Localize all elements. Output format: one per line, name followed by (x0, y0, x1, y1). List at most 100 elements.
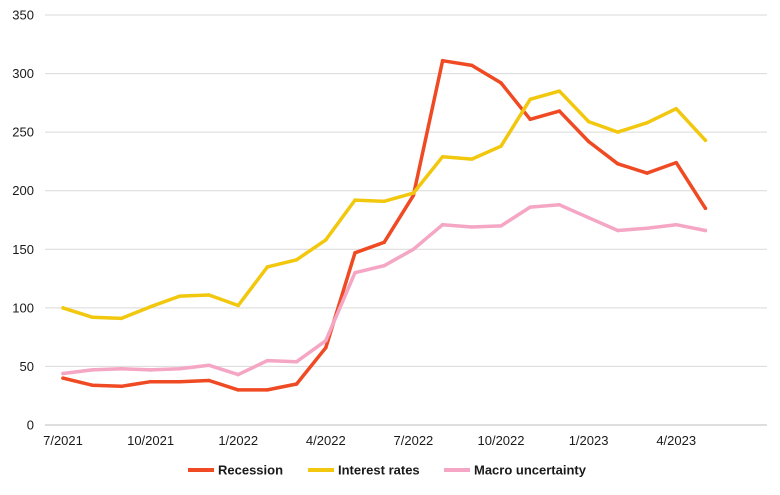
data-point (353, 270, 357, 275)
data-point (119, 384, 124, 389)
x-tick-label: 10/2022 (478, 433, 525, 448)
legend-label: Recession (218, 463, 283, 478)
legend-item-recession: Recession (188, 463, 283, 478)
data-point (557, 109, 562, 113)
x-tick-label: 10/2021 (127, 433, 174, 448)
data-point (236, 372, 240, 377)
series-lines (61, 58, 708, 392)
data-point (411, 191, 416, 195)
data-point (440, 154, 445, 159)
data-point (119, 316, 124, 321)
data-point (470, 225, 474, 229)
y-tick-label: 150 (12, 242, 34, 257)
data-point (703, 228, 708, 233)
y-tick-label: 250 (12, 125, 34, 140)
data-point (528, 97, 532, 102)
data-point (645, 171, 649, 175)
data-point (470, 63, 474, 68)
data-point (294, 258, 299, 262)
data-point (148, 304, 153, 309)
data-point (557, 89, 562, 93)
data-point (528, 205, 532, 209)
data-point (178, 367, 182, 371)
data-point (178, 379, 182, 384)
data-point (674, 222, 678, 227)
data-point (703, 138, 708, 143)
data-point (586, 139, 591, 144)
data-point (324, 345, 328, 350)
data-point (265, 388, 270, 392)
x-tick-label: 1/2023 (569, 433, 609, 448)
y-tick-label: 300 (12, 66, 34, 81)
data-point (324, 238, 328, 242)
series-line-interest-rates (61, 89, 708, 321)
data-point (557, 203, 562, 207)
data-point (207, 378, 211, 383)
legend-item-macro-uncertainty: Macro uncertainty (444, 463, 587, 478)
data-point (236, 303, 240, 308)
grid-lines (45, 14, 767, 426)
legend-label: Interest rates (338, 463, 420, 478)
data-point (90, 315, 94, 319)
series-points-interest-rates (61, 89, 708, 321)
data-point (90, 368, 94, 372)
data-point (440, 58, 445, 63)
data-point (616, 228, 620, 233)
x-tick-label: 4/2022 (306, 433, 346, 448)
x-tick-label: 4/2023 (656, 433, 696, 448)
data-point (499, 144, 503, 148)
y-tick-label: 350 (12, 8, 34, 23)
x-tick-label: 7/2021 (43, 433, 83, 448)
data-point (61, 371, 65, 376)
series-points-macro-uncertainty (61, 203, 708, 377)
data-point (353, 198, 357, 202)
data-point (440, 222, 445, 227)
data-point (586, 215, 591, 220)
data-point (411, 247, 416, 252)
data-point (353, 251, 357, 255)
data-point (61, 376, 65, 380)
data-point (499, 81, 503, 85)
y-tick-label: 100 (12, 300, 34, 315)
data-point (178, 294, 182, 298)
data-point (528, 117, 532, 122)
x-axis-tick-labels: 7/2021 10/2021 1/2022 4/2022 7/2022 10/2022 1/… (43, 433, 696, 448)
data-point (236, 388, 240, 392)
legend-label: Macro uncertainty (474, 463, 587, 478)
data-point (265, 265, 270, 269)
series-points-recession (61, 58, 708, 392)
y-tick-label: 0 (27, 418, 34, 433)
data-point (586, 119, 591, 124)
data-point (645, 226, 649, 230)
data-point (265, 358, 270, 363)
data-point (703, 206, 708, 211)
data-point (207, 363, 211, 368)
data-point (324, 338, 328, 343)
data-point (499, 224, 503, 228)
data-point (382, 263, 386, 268)
data-point (207, 293, 211, 297)
legend-item-interest-rates: Interest rates (308, 463, 420, 478)
y-tick-label: 200 (12, 183, 34, 198)
y-tick-label: 50 (20, 359, 34, 374)
legend: Recession Interest rates Macro uncertainty (188, 463, 587, 478)
data-point (674, 106, 678, 111)
data-point (616, 162, 620, 166)
data-point (148, 368, 153, 372)
data-point (616, 130, 620, 134)
x-tick-label: 1/2022 (218, 433, 258, 448)
data-point (148, 379, 153, 384)
data-point (382, 199, 386, 204)
x-tick-label: 7/2022 (394, 433, 434, 448)
data-point (645, 121, 649, 125)
data-point (90, 383, 94, 387)
data-point (294, 359, 299, 364)
y-axis-tick-labels: 0 50 100 150 200 250 300 350 (12, 8, 34, 433)
data-point (382, 240, 386, 245)
series-line-macro-uncertainty (61, 203, 708, 377)
data-point (674, 160, 678, 165)
data-point (61, 306, 65, 310)
data-point (294, 382, 299, 386)
